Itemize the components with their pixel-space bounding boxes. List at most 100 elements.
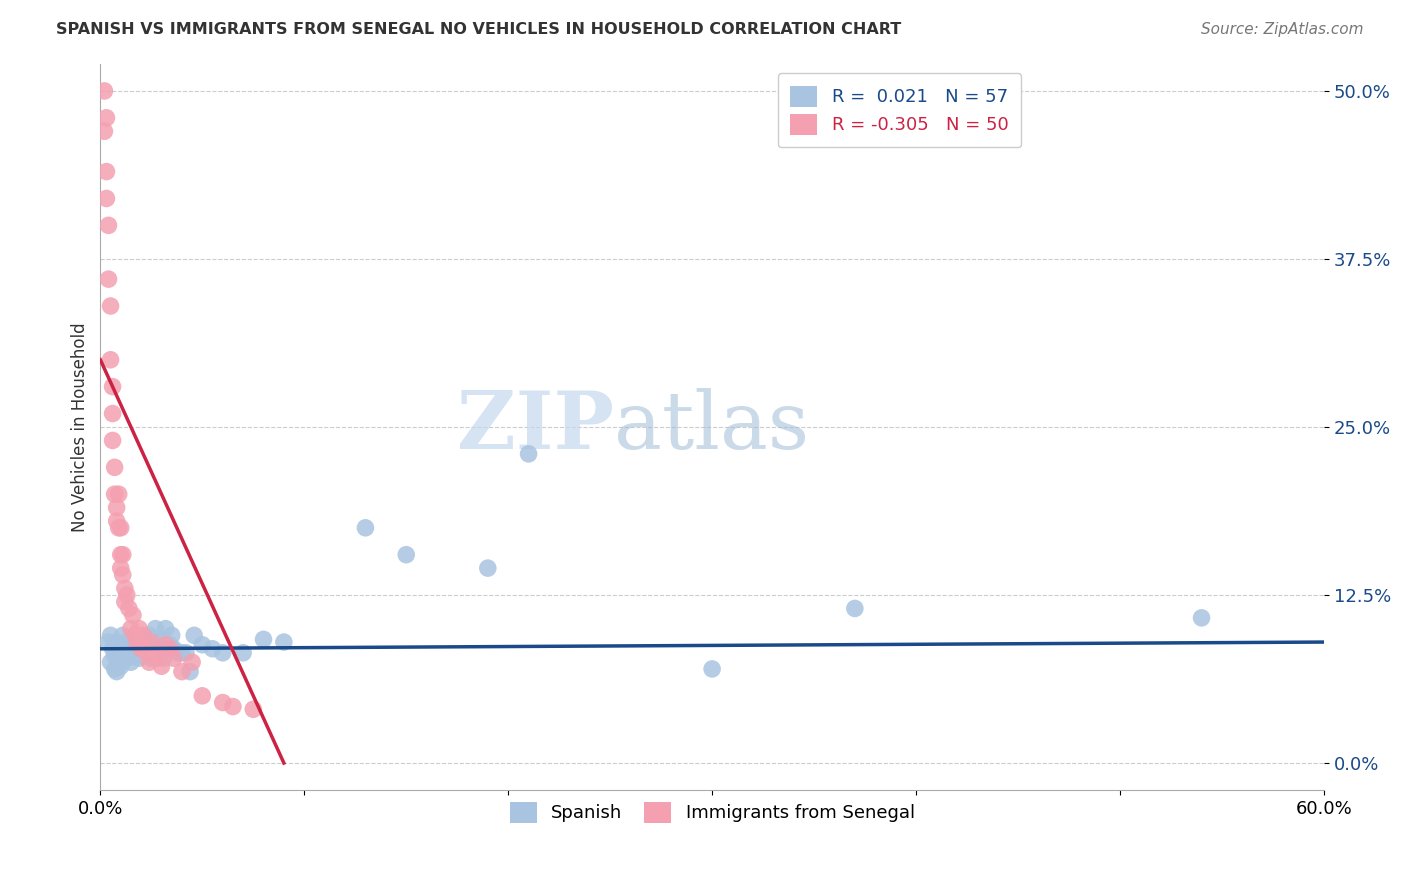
Point [96, 192, 118, 206]
Point [124, 628, 146, 642]
Legend: Spanish, Immigrants from Senegal: Spanish, Immigrants from Senegal [496, 789, 928, 835]
Point [110, 521, 132, 535]
Point [96, 111, 118, 125]
Text: Source: ZipAtlas.com: Source: ZipAtlas.com [1201, 22, 1364, 37]
Point [110, 659, 132, 673]
Point [191, 689, 214, 703]
Point [136, 646, 159, 660]
Point [97, 272, 120, 286]
Point [129, 632, 152, 647]
Point [120, 655, 142, 669]
Point [97, 219, 120, 233]
Point [395, 548, 418, 562]
Point [517, 447, 540, 461]
Point [105, 500, 128, 515]
Point [222, 699, 245, 714]
Point [118, 641, 141, 656]
Point [163, 641, 186, 656]
Point [170, 646, 193, 660]
Point [138, 655, 160, 669]
Point [107, 655, 129, 669]
Point [115, 651, 138, 665]
Point [146, 638, 169, 652]
Point [142, 646, 165, 660]
Point [160, 628, 183, 642]
Point [105, 665, 128, 679]
Point [101, 641, 124, 656]
Point [152, 651, 174, 665]
Point [110, 648, 132, 663]
Point [191, 638, 214, 652]
Point [155, 638, 177, 652]
Point [129, 641, 152, 656]
Point [114, 582, 136, 596]
Point [120, 622, 142, 636]
Point [101, 407, 124, 421]
Point [150, 632, 173, 647]
Point [96, 164, 118, 178]
Point [174, 646, 197, 660]
Point [166, 646, 188, 660]
Point [115, 588, 138, 602]
Point [100, 628, 122, 642]
Point [125, 635, 148, 649]
Point [105, 635, 128, 649]
Point [146, 651, 169, 665]
Point [141, 651, 163, 665]
Text: atlas: atlas [614, 388, 810, 466]
Point [132, 628, 155, 642]
Point [134, 638, 156, 652]
Point [120, 635, 142, 649]
Point [114, 646, 136, 660]
Point [354, 521, 377, 535]
Point [201, 641, 224, 656]
Point [104, 662, 127, 676]
Point [122, 608, 145, 623]
Point [107, 641, 129, 656]
Text: ZIP: ZIP [457, 388, 614, 466]
Point [132, 648, 155, 663]
Point [128, 622, 150, 636]
Point [163, 651, 186, 665]
Point [122, 646, 145, 660]
Point [141, 635, 163, 649]
Point [1191, 611, 1213, 625]
Point [93, 84, 115, 98]
Point [97, 635, 120, 649]
Point [150, 659, 173, 673]
Point [142, 635, 165, 649]
Y-axis label: No Vehicles in Household: No Vehicles in Household [72, 322, 89, 532]
Point [100, 299, 122, 313]
Point [155, 622, 177, 636]
Point [183, 628, 205, 642]
Point [477, 561, 499, 575]
Point [179, 665, 201, 679]
Point [107, 521, 129, 535]
Point [159, 638, 181, 652]
Point [107, 487, 129, 501]
Point [159, 641, 181, 656]
Point [211, 646, 233, 660]
Point [170, 665, 193, 679]
Point [232, 646, 254, 660]
Point [145, 622, 167, 636]
Point [211, 696, 233, 710]
Point [252, 632, 274, 647]
Point [100, 352, 122, 367]
Point [111, 628, 134, 642]
Point [273, 635, 295, 649]
Text: SPANISH VS IMMIGRANTS FROM SENEGAL NO VEHICLES IN HOUSEHOLD CORRELATION CHART: SPANISH VS IMMIGRANTS FROM SENEGAL NO VE… [56, 22, 901, 37]
Point [114, 595, 136, 609]
Point [111, 548, 134, 562]
Point [93, 124, 115, 138]
Point [110, 561, 132, 575]
Point [115, 635, 138, 649]
Point [134, 641, 156, 656]
Point [125, 641, 148, 656]
Point [104, 487, 127, 501]
Point [242, 702, 264, 716]
Point [111, 567, 134, 582]
Point [104, 648, 127, 663]
Point [104, 460, 127, 475]
Point [124, 628, 146, 642]
